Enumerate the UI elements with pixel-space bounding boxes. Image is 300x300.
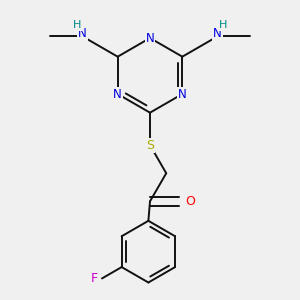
Text: F: F: [90, 272, 98, 285]
Text: O: O: [185, 195, 195, 208]
Text: S: S: [146, 139, 154, 152]
Text: N: N: [146, 32, 154, 44]
Text: H: H: [73, 20, 81, 30]
Text: N: N: [213, 27, 222, 40]
Text: N: N: [78, 27, 87, 40]
Text: H: H: [219, 20, 227, 30]
Text: N: N: [178, 88, 187, 100]
Text: N: N: [113, 88, 122, 100]
